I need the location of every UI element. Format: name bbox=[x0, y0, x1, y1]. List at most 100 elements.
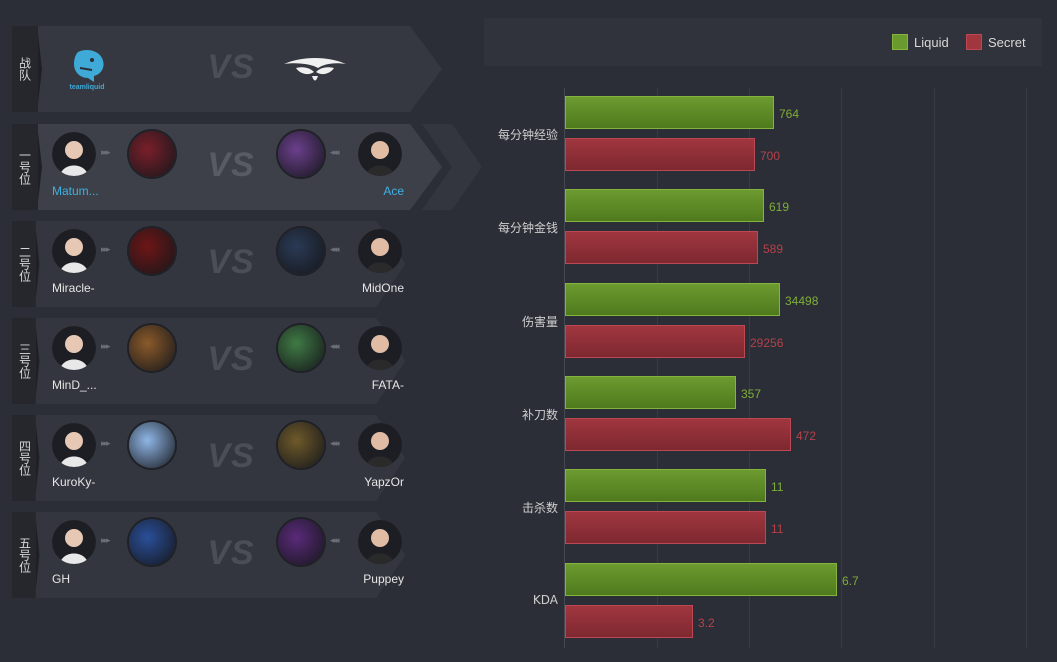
left-player-avatar[interactable] bbox=[52, 423, 96, 467]
right-hero-portrait[interactable] bbox=[278, 131, 324, 177]
right-player-name[interactable]: YapzOr bbox=[364, 475, 404, 489]
category-label: 伤害量 bbox=[521, 314, 558, 329]
chart-gridline bbox=[1026, 88, 1027, 648]
bar-value-liquid: 11 bbox=[771, 480, 784, 494]
right-player-name[interactable]: FATA- bbox=[371, 378, 404, 392]
team-secret-logo bbox=[282, 54, 348, 86]
right-hero-portrait[interactable] bbox=[278, 325, 324, 371]
position-row-2[interactable]: 二号位 ▸▸▸ Miracle- VS ◂◂◂ MidOne bbox=[12, 221, 442, 307]
bar-liquid[interactable] bbox=[565, 96, 774, 129]
legend-label-liquid: Liquid bbox=[914, 34, 949, 50]
position-row-background bbox=[12, 124, 482, 210]
left-arrow-icon: ▸▸▸ bbox=[101, 342, 110, 352]
right-player-avatar[interactable] bbox=[358, 326, 402, 370]
bar-value-liquid: 764 bbox=[779, 107, 800, 121]
right-player-avatar[interactable] bbox=[358, 229, 402, 273]
bar-value-liquid: 357 bbox=[741, 387, 762, 401]
left-arrow-icon: ▸▸▸ bbox=[101, 536, 110, 546]
team-liquid-logo-text: teamliquid bbox=[69, 84, 105, 91]
left-player-name[interactable]: GH bbox=[52, 572, 70, 586]
chart-axis-line bbox=[564, 88, 565, 648]
vs-text: VS bbox=[207, 146, 255, 184]
right-player-avatar[interactable] bbox=[358, 132, 402, 176]
right-player-name[interactable]: MidOne bbox=[361, 281, 404, 295]
position-label: 三号位 bbox=[17, 343, 32, 379]
legend-item-secret[interactable]: Secret bbox=[966, 34, 1026, 50]
left-player-name[interactable]: MinD_... bbox=[52, 378, 97, 392]
right-arrow-icon: ◂◂◂ bbox=[330, 148, 339, 158]
right-player-avatar[interactable] bbox=[358, 423, 402, 467]
left-player-avatar[interactable] bbox=[52, 229, 96, 273]
chart-gridline bbox=[657, 88, 658, 648]
legend-item-liquid[interactable]: Liquid bbox=[892, 34, 949, 50]
bar-value-liquid: 34498 bbox=[785, 294, 819, 308]
right-player-name[interactable]: Ace bbox=[383, 184, 404, 198]
bar-liquid[interactable] bbox=[565, 283, 780, 316]
team-liquid-logo: teamliquid bbox=[64, 48, 110, 94]
right-hero-portrait[interactable] bbox=[278, 519, 324, 565]
left-player-avatar[interactable] bbox=[52, 520, 96, 564]
vs-text: VS bbox=[207, 437, 255, 475]
left-player-name[interactable]: KuroKy- bbox=[52, 475, 96, 489]
left-player-name[interactable]: Matum... bbox=[52, 184, 99, 198]
bar-value-secret: 3.2 bbox=[698, 616, 715, 630]
right-arrow-icon: ◂◂◂ bbox=[330, 245, 339, 255]
position-label: 五号位 bbox=[17, 537, 32, 573]
bar-secret[interactable] bbox=[565, 418, 791, 451]
chart-legend: Liquid Secret bbox=[484, 18, 1042, 66]
position-row-5[interactable]: 五号位 ▸▸▸ GH VS ◂◂◂ Puppey bbox=[12, 512, 442, 598]
vs-text: VS bbox=[207, 243, 255, 281]
position-row-3[interactable]: 三号位 ▸▸▸ MinD_... VS ◂◂◂ FATA- bbox=[12, 318, 442, 404]
left-player-avatar[interactable] bbox=[52, 132, 96, 176]
left-arrow-icon: ▸▸▸ bbox=[101, 148, 110, 158]
left-hero-portrait[interactable] bbox=[129, 519, 175, 565]
team-row: 战队 teamliquid VS bbox=[12, 26, 442, 112]
bar-secret[interactable] bbox=[565, 325, 745, 358]
left-arrow-icon: ▸▸▸ bbox=[101, 439, 110, 449]
bar-value-secret: 700 bbox=[760, 149, 781, 163]
team-row-label: 战队 bbox=[17, 57, 32, 81]
vs-text: VS bbox=[207, 340, 255, 378]
vs-text: VS bbox=[207, 48, 255, 86]
bar-value-secret: 11 bbox=[771, 522, 784, 536]
right-arrow-icon: ◂◂◂ bbox=[330, 342, 339, 352]
right-arrow-icon: ◂◂◂ bbox=[330, 536, 339, 546]
position-label: 二号位 bbox=[17, 246, 32, 282]
bar-value-liquid: 6.7 bbox=[842, 574, 859, 588]
vs-text: VS bbox=[207, 534, 255, 572]
bar-secret[interactable] bbox=[565, 231, 758, 264]
team-row-background bbox=[12, 26, 442, 112]
legend-swatch-secret bbox=[966, 34, 982, 50]
bar-secret[interactable] bbox=[565, 138, 755, 171]
bar-secret[interactable] bbox=[565, 605, 693, 638]
bar-secret[interactable] bbox=[565, 511, 766, 544]
position-label: 四号位 bbox=[17, 440, 32, 476]
right-player-avatar[interactable] bbox=[358, 520, 402, 564]
right-hero-portrait[interactable] bbox=[278, 228, 324, 274]
bar-value-liquid: 619 bbox=[769, 200, 790, 214]
chart-gridline bbox=[934, 88, 935, 648]
bar-liquid[interactable] bbox=[565, 376, 736, 409]
bar-liquid[interactable] bbox=[565, 469, 766, 502]
chart-gridline bbox=[749, 88, 750, 648]
right-player-name[interactable]: Puppey bbox=[363, 572, 404, 586]
position-row-4[interactable]: 四号位 ▸▸▸ KuroKy- VS ◂◂◂ YapzOr bbox=[12, 415, 442, 501]
right-arrow-icon: ◂◂◂ bbox=[330, 439, 339, 449]
left-player-name[interactable]: Miracle- bbox=[52, 281, 95, 295]
left-arrow-icon: ▸▸▸ bbox=[101, 245, 110, 255]
left-hero-portrait[interactable] bbox=[129, 228, 175, 274]
right-hero-portrait[interactable] bbox=[278, 422, 324, 468]
position-row-1[interactable]: 一号位 ▸▸▸ Matum... VS ◂◂◂ Ace bbox=[12, 124, 482, 210]
bar-liquid[interactable] bbox=[565, 189, 764, 222]
bar-value-secret: 472 bbox=[796, 429, 817, 443]
left-player-avatar[interactable] bbox=[52, 326, 96, 370]
category-label: 每分钟金钱 bbox=[497, 221, 558, 236]
legend-swatch-liquid bbox=[892, 34, 908, 50]
category-label: 每分钟经验 bbox=[497, 128, 558, 142]
left-hero-portrait[interactable] bbox=[129, 325, 175, 371]
bar-liquid[interactable] bbox=[565, 563, 837, 596]
left-hero-portrait[interactable] bbox=[129, 422, 175, 468]
position-label: 一号位 bbox=[17, 149, 32, 185]
left-hero-portrait[interactable] bbox=[129, 131, 175, 177]
bar-value-secret: 589 bbox=[763, 242, 784, 256]
